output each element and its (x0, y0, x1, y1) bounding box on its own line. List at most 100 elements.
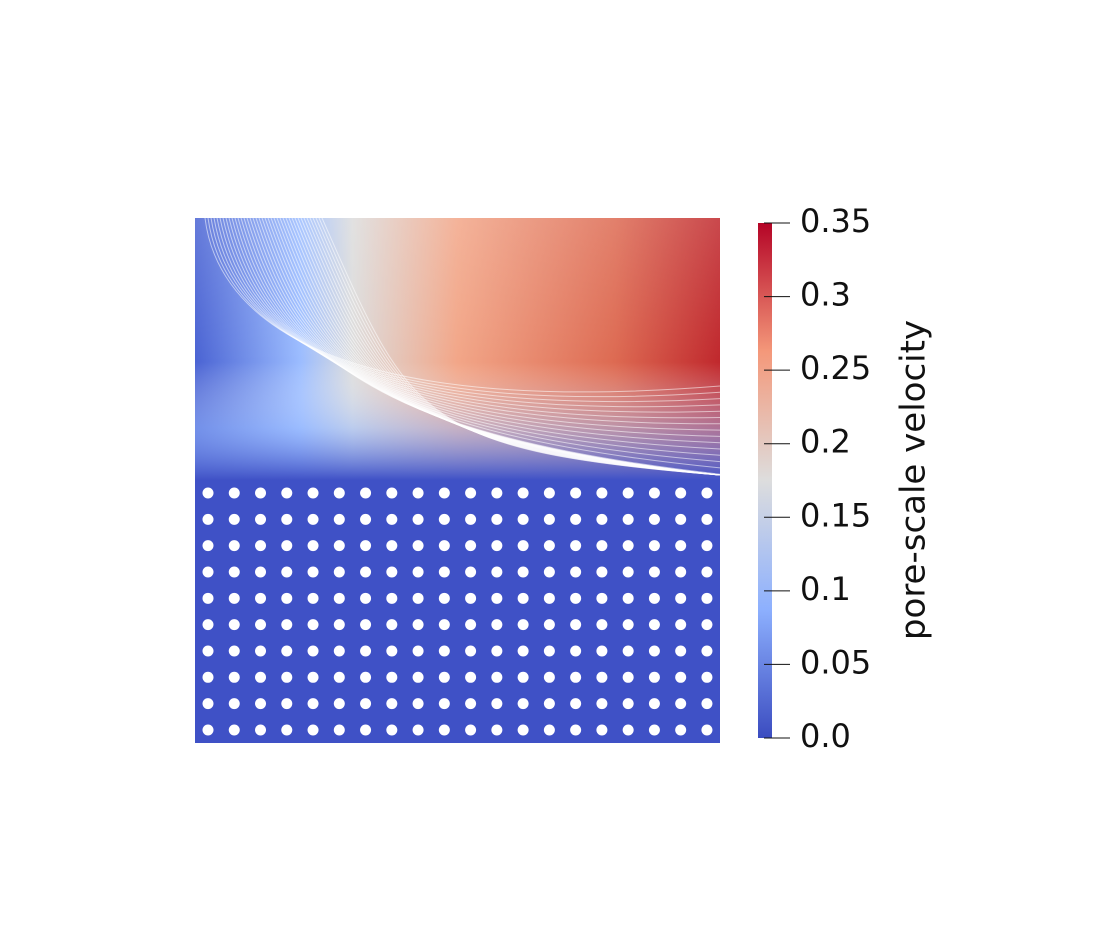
obstacle (648, 566, 660, 578)
obstacle (438, 566, 450, 578)
obstacle (202, 592, 214, 604)
obstacle (543, 671, 555, 683)
obstacle (202, 513, 214, 525)
obstacle (701, 671, 713, 683)
obstacle (675, 513, 687, 525)
obstacle (228, 487, 240, 499)
obstacle (438, 671, 450, 683)
obstacle (596, 592, 608, 604)
obstacle (228, 698, 240, 710)
obstacle (648, 540, 660, 552)
obstacle (570, 698, 582, 710)
obstacle (281, 671, 293, 683)
obstacle (228, 566, 240, 578)
obstacle (412, 724, 424, 736)
obstacle (622, 645, 634, 657)
obstacle (465, 540, 477, 552)
obstacle (596, 698, 608, 710)
obstacle (543, 724, 555, 736)
obstacle (360, 698, 372, 710)
obstacle (543, 645, 555, 657)
obstacle (438, 645, 450, 657)
obstacle (281, 698, 293, 710)
obstacle (412, 487, 424, 499)
obstacle (333, 540, 345, 552)
obstacle (333, 592, 345, 604)
obstacle (202, 566, 214, 578)
obstacle (622, 513, 634, 525)
obstacle (386, 698, 398, 710)
obstacle (333, 724, 345, 736)
obstacle (648, 513, 660, 525)
obstacle (438, 724, 450, 736)
obstacle (307, 671, 319, 683)
obstacle (491, 592, 503, 604)
obstacle (228, 671, 240, 683)
obstacle (570, 513, 582, 525)
obstacle (281, 540, 293, 552)
obstacle (596, 566, 608, 578)
obstacle (255, 645, 267, 657)
obstacle (228, 540, 240, 552)
obstacle (202, 671, 214, 683)
obstacle (570, 592, 582, 604)
obstacle (386, 513, 398, 525)
obstacle (648, 724, 660, 736)
obstacle (675, 619, 687, 631)
obstacle (412, 698, 424, 710)
obstacle (412, 566, 424, 578)
obstacle (622, 487, 634, 499)
obstacle (570, 645, 582, 657)
obstacle (517, 671, 529, 683)
obstacle (517, 513, 529, 525)
obstacle (386, 487, 398, 499)
obstacle (648, 619, 660, 631)
obstacle (333, 645, 345, 657)
obstacle (333, 619, 345, 631)
obstacle (202, 619, 214, 631)
obstacle (228, 513, 240, 525)
obstacle (465, 724, 477, 736)
obstacle (491, 645, 503, 657)
obstacle (622, 619, 634, 631)
obstacle (701, 566, 713, 578)
obstacle (491, 487, 503, 499)
obstacle (360, 566, 372, 578)
obstacle (333, 671, 345, 683)
colorbar-tick-label: 0.0 (800, 717, 851, 755)
obstacle (255, 487, 267, 499)
obstacle (333, 566, 345, 578)
obstacle (438, 540, 450, 552)
obstacle (202, 645, 214, 657)
obstacle (517, 645, 529, 657)
obstacle (255, 566, 267, 578)
obstacle (675, 487, 687, 499)
obstacle (386, 566, 398, 578)
obstacle (701, 540, 713, 552)
obstacle (386, 724, 398, 736)
obstacle (596, 619, 608, 631)
obstacle (360, 619, 372, 631)
obstacle (543, 619, 555, 631)
obstacle (307, 540, 319, 552)
obstacle (412, 671, 424, 683)
obstacle (648, 645, 660, 657)
obstacle (281, 619, 293, 631)
colorbar-tick-label: 0.2 (800, 423, 851, 461)
streamlines (204, 217, 721, 476)
obstacle (438, 592, 450, 604)
obstacle (465, 619, 477, 631)
obstacle (255, 540, 267, 552)
obstacle (281, 487, 293, 499)
obstacle (543, 513, 555, 525)
colorbar-tick-label: 0.15 (800, 496, 871, 534)
obstacle (596, 487, 608, 499)
obstacle (517, 540, 529, 552)
obstacle (412, 645, 424, 657)
obstacle (701, 645, 713, 657)
obstacle (491, 619, 503, 631)
obstacle (360, 513, 372, 525)
obstacle (386, 540, 398, 552)
obstacle (465, 592, 477, 604)
